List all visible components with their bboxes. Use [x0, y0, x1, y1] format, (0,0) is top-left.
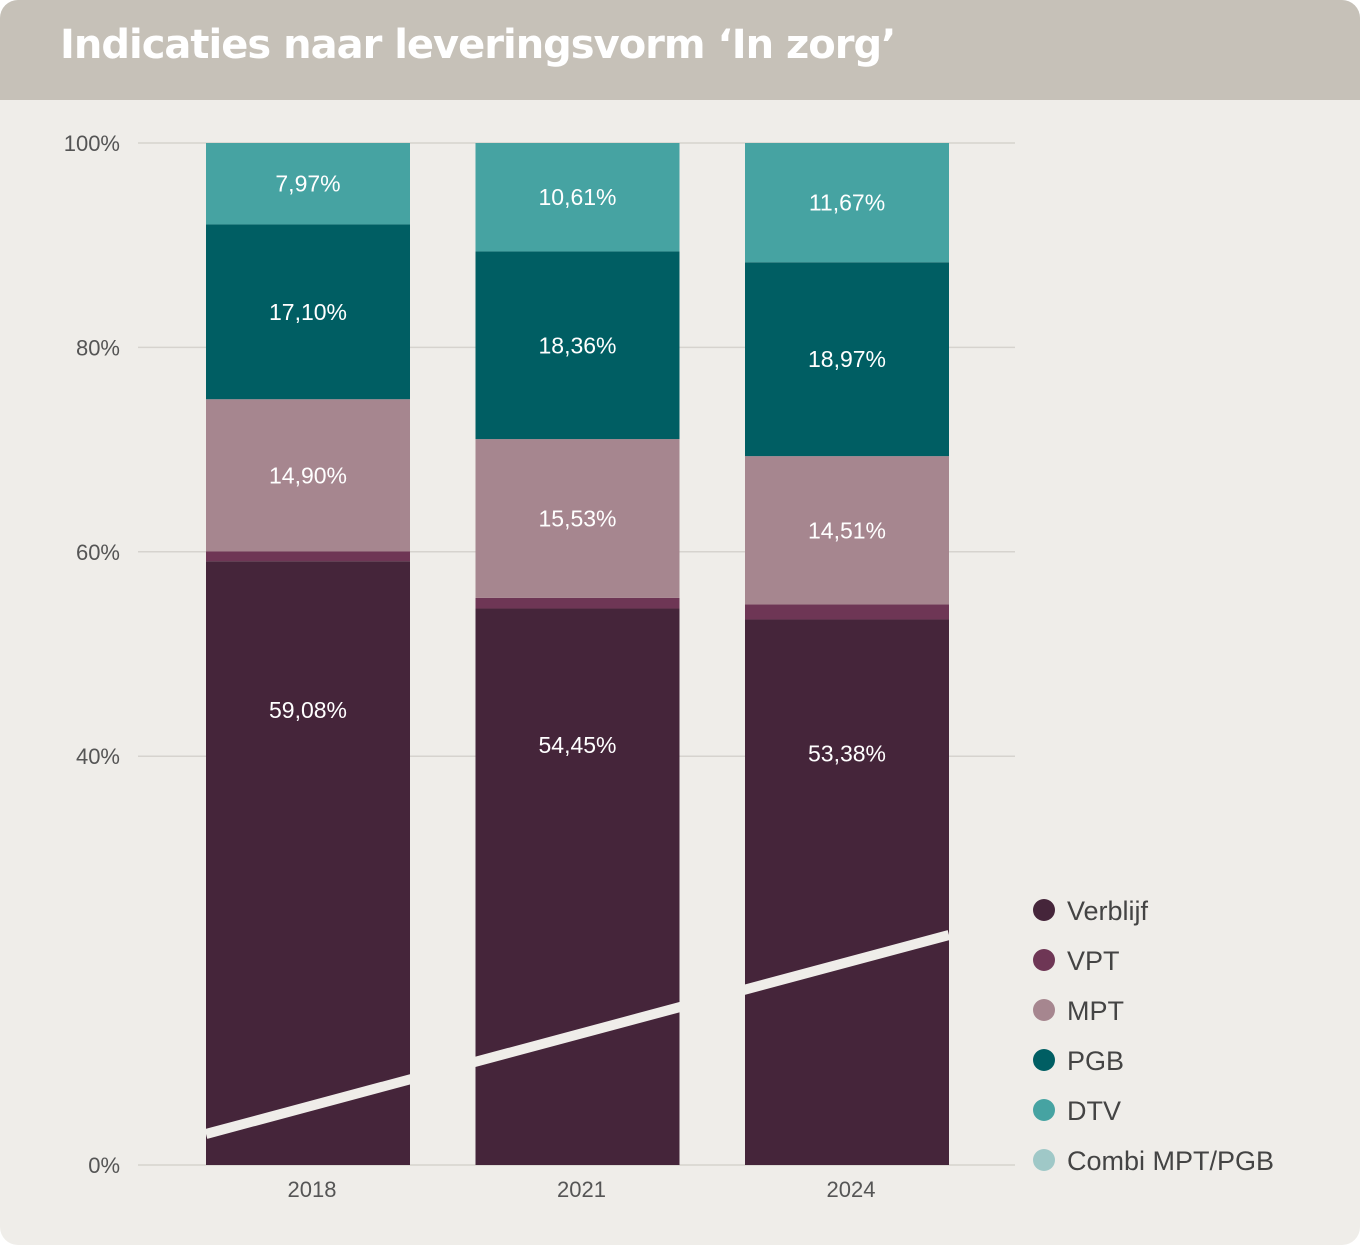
y-tick-label: 80% [76, 335, 120, 360]
data-label: 10,61% [538, 184, 616, 210]
legend-marker [1033, 1099, 1055, 1121]
legend-label: MPT [1067, 996, 1124, 1026]
chart-title: Indicaties naar leveringsvorm ‘In zorg’ [60, 22, 896, 68]
legend-marker [1033, 1049, 1055, 1071]
data-label: 15,53% [538, 505, 616, 531]
bar-segment [475, 597, 680, 609]
bar-segment [206, 551, 410, 562]
y-tick-label: 0% [88, 1153, 120, 1178]
data-label: 17,10% [269, 299, 347, 325]
bar-segment [206, 224, 410, 400]
bar-segment [475, 608, 680, 1165]
data-label: 18,97% [808, 346, 886, 372]
legend-label: VPT [1067, 946, 1120, 976]
bar-segment [745, 143, 949, 263]
data-label: 18,36% [538, 332, 616, 358]
legend-label: Verblijf [1067, 896, 1149, 926]
data-label: 14,90% [269, 462, 347, 488]
legend-label: Combi MPT/PGB [1067, 1146, 1274, 1176]
data-label: 11,67% [809, 190, 885, 216]
legend-label: DTV [1067, 1096, 1121, 1126]
bar-segment [206, 561, 410, 1165]
data-label: 7,97% [275, 171, 340, 197]
legend-marker [1033, 999, 1055, 1021]
data-label: 59,08% [269, 697, 347, 723]
bar-segment [475, 439, 680, 598]
legend-marker [1033, 949, 1055, 971]
legend-label: PGB [1067, 1046, 1124, 1076]
y-tick-label: 60% [76, 540, 120, 565]
bar-segment [745, 619, 949, 1165]
y-tick-label: 100% [64, 131, 120, 156]
bar-segment [206, 143, 410, 225]
bar-segment [475, 251, 680, 440]
bar-segment [745, 456, 949, 605]
bar-segment [745, 604, 949, 620]
data-label: 14,51% [808, 517, 886, 543]
data-label: 54,45% [538, 732, 616, 758]
x-tick-label: 2024 [827, 1177, 876, 1202]
legend-marker [1033, 1149, 1055, 1171]
legend-marker [1033, 899, 1055, 921]
bar-segment [206, 399, 410, 552]
x-tick-label: 2021 [557, 1177, 606, 1202]
title-bar: Indicaties naar leveringsvorm ‘In zorg’ [0, 0, 1360, 100]
x-tick-label: 2018 [288, 1177, 337, 1202]
y-tick-label: 40% [76, 744, 120, 769]
bar-segment [475, 143, 680, 252]
bar-segment [745, 262, 949, 457]
decorative-stripe [204, 930, 951, 1139]
data-label: 53,38% [808, 740, 886, 766]
